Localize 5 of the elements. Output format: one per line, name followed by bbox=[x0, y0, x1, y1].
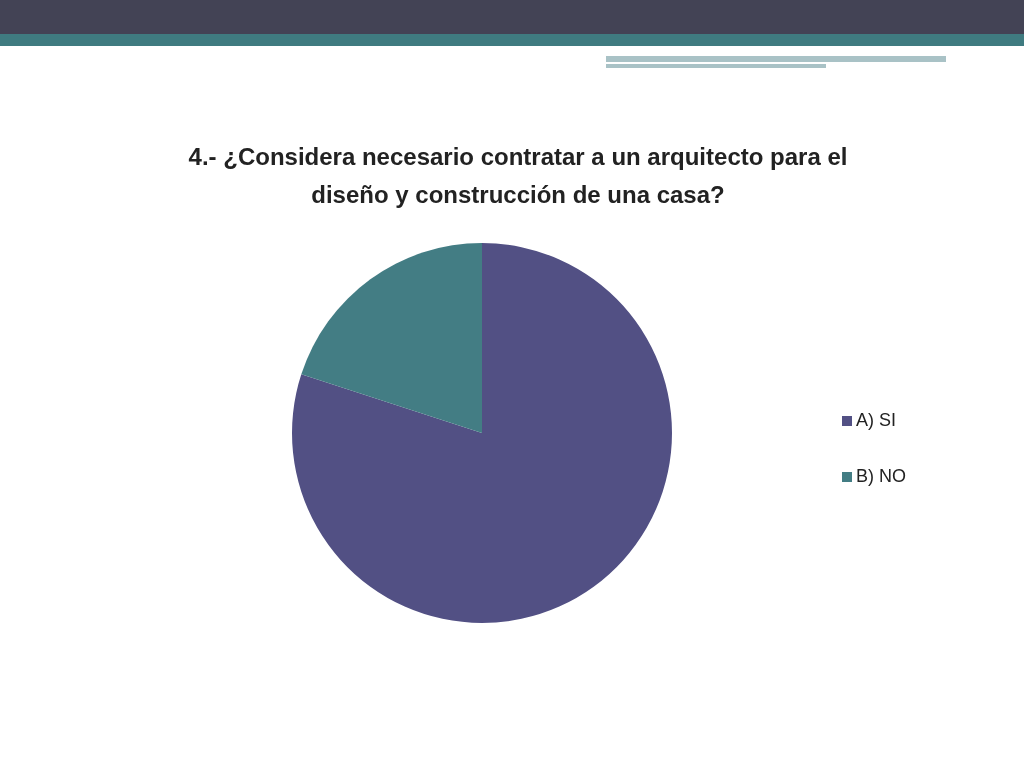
legend-label: A) SI bbox=[855, 410, 896, 430]
pie-slice bbox=[292, 243, 672, 623]
chart-title: 4.- ¿Considera necesario contratar a un arquitecto para el diseño y construcción de una casa? bbox=[187, 142, 849, 210]
legend-label: B) NO bbox=[855, 466, 906, 486]
pie-slice bbox=[301, 243, 482, 433]
